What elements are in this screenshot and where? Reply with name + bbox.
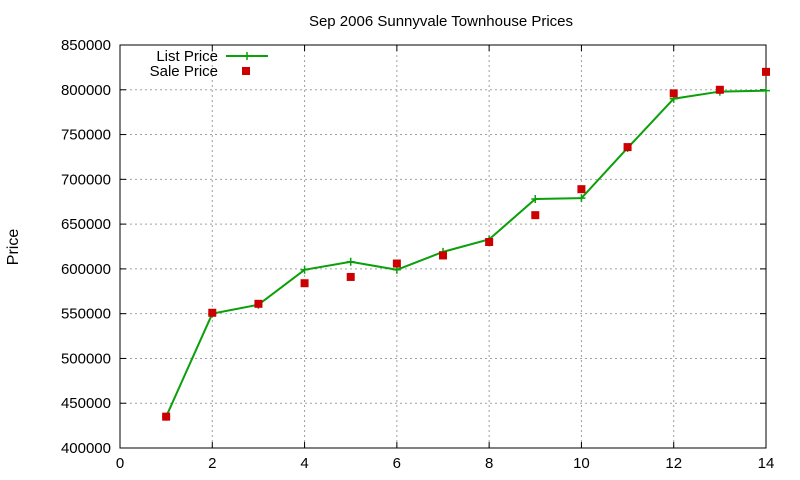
y-tick-label: 650000 — [61, 216, 111, 233]
list-price-point — [346, 257, 355, 266]
y-axis-label: Price — [5, 229, 22, 266]
sale-price-point — [392, 259, 401, 268]
legend-swatch-sale-price — [242, 67, 250, 75]
list-price-point — [531, 195, 540, 204]
sale-price-point — [208, 308, 217, 317]
sale-price-point — [346, 272, 355, 281]
x-tick-label: 10 — [573, 455, 590, 472]
list-price-point — [300, 265, 309, 274]
sale-price-point — [623, 143, 632, 152]
sale-price-point — [577, 185, 586, 194]
legend-cross-marker — [243, 52, 251, 60]
y-tick-label: 850000 — [61, 37, 111, 54]
y-tick-label: 550000 — [61, 306, 111, 323]
legend-label-sale-price: Sale Price — [150, 63, 218, 80]
grid-lines — [120, 45, 766, 448]
chart-title: Sep 2006 Sunnyvale Townhouse Prices — [309, 13, 573, 30]
x-tick-label: 8 — [485, 455, 493, 472]
x-tick-label: 6 — [393, 455, 401, 472]
y-tick-label: 800000 — [61, 82, 111, 99]
y-tick-label: 600000 — [61, 261, 111, 278]
sale-price-point — [300, 279, 309, 288]
sale-price-point — [254, 299, 263, 308]
list-price-point — [577, 194, 586, 203]
y-tick-label: 400000 — [61, 440, 111, 457]
list-price-line — [165, 89, 767, 418]
sale-price-point — [762, 67, 770, 76]
x-tick-label: 12 — [665, 455, 682, 472]
y-tick-label: 450000 — [61, 395, 111, 412]
legend: List Price Sale Price — [150, 48, 268, 80]
series-layer — [162, 67, 770, 421]
x-tick-label: 4 — [300, 455, 308, 472]
sale-price-point — [439, 251, 447, 260]
x-tick-label: 14 — [758, 455, 775, 472]
axis-ticks: 0 2 4 6 8 10 12 14 400000 450000 500000 550000 60000… — [61, 37, 774, 472]
legend-label-list-price: List Price — [156, 48, 218, 65]
sale-price-point — [669, 89, 678, 98]
y-tick-label: 750000 — [61, 127, 111, 144]
sale-price-point — [162, 412, 171, 421]
y-tick-label: 700000 — [61, 171, 111, 188]
x-tick-label: 2 — [208, 455, 216, 472]
plot-frame — [119, 44, 767, 449]
sale-price-point — [715, 85, 724, 94]
sale-price-point — [485, 238, 494, 247]
y-tick-label: 500000 — [61, 350, 111, 367]
list-price-point — [762, 86, 770, 95]
x-tick-label: 0 — [116, 455, 124, 472]
sale-price-point — [531, 211, 540, 220]
